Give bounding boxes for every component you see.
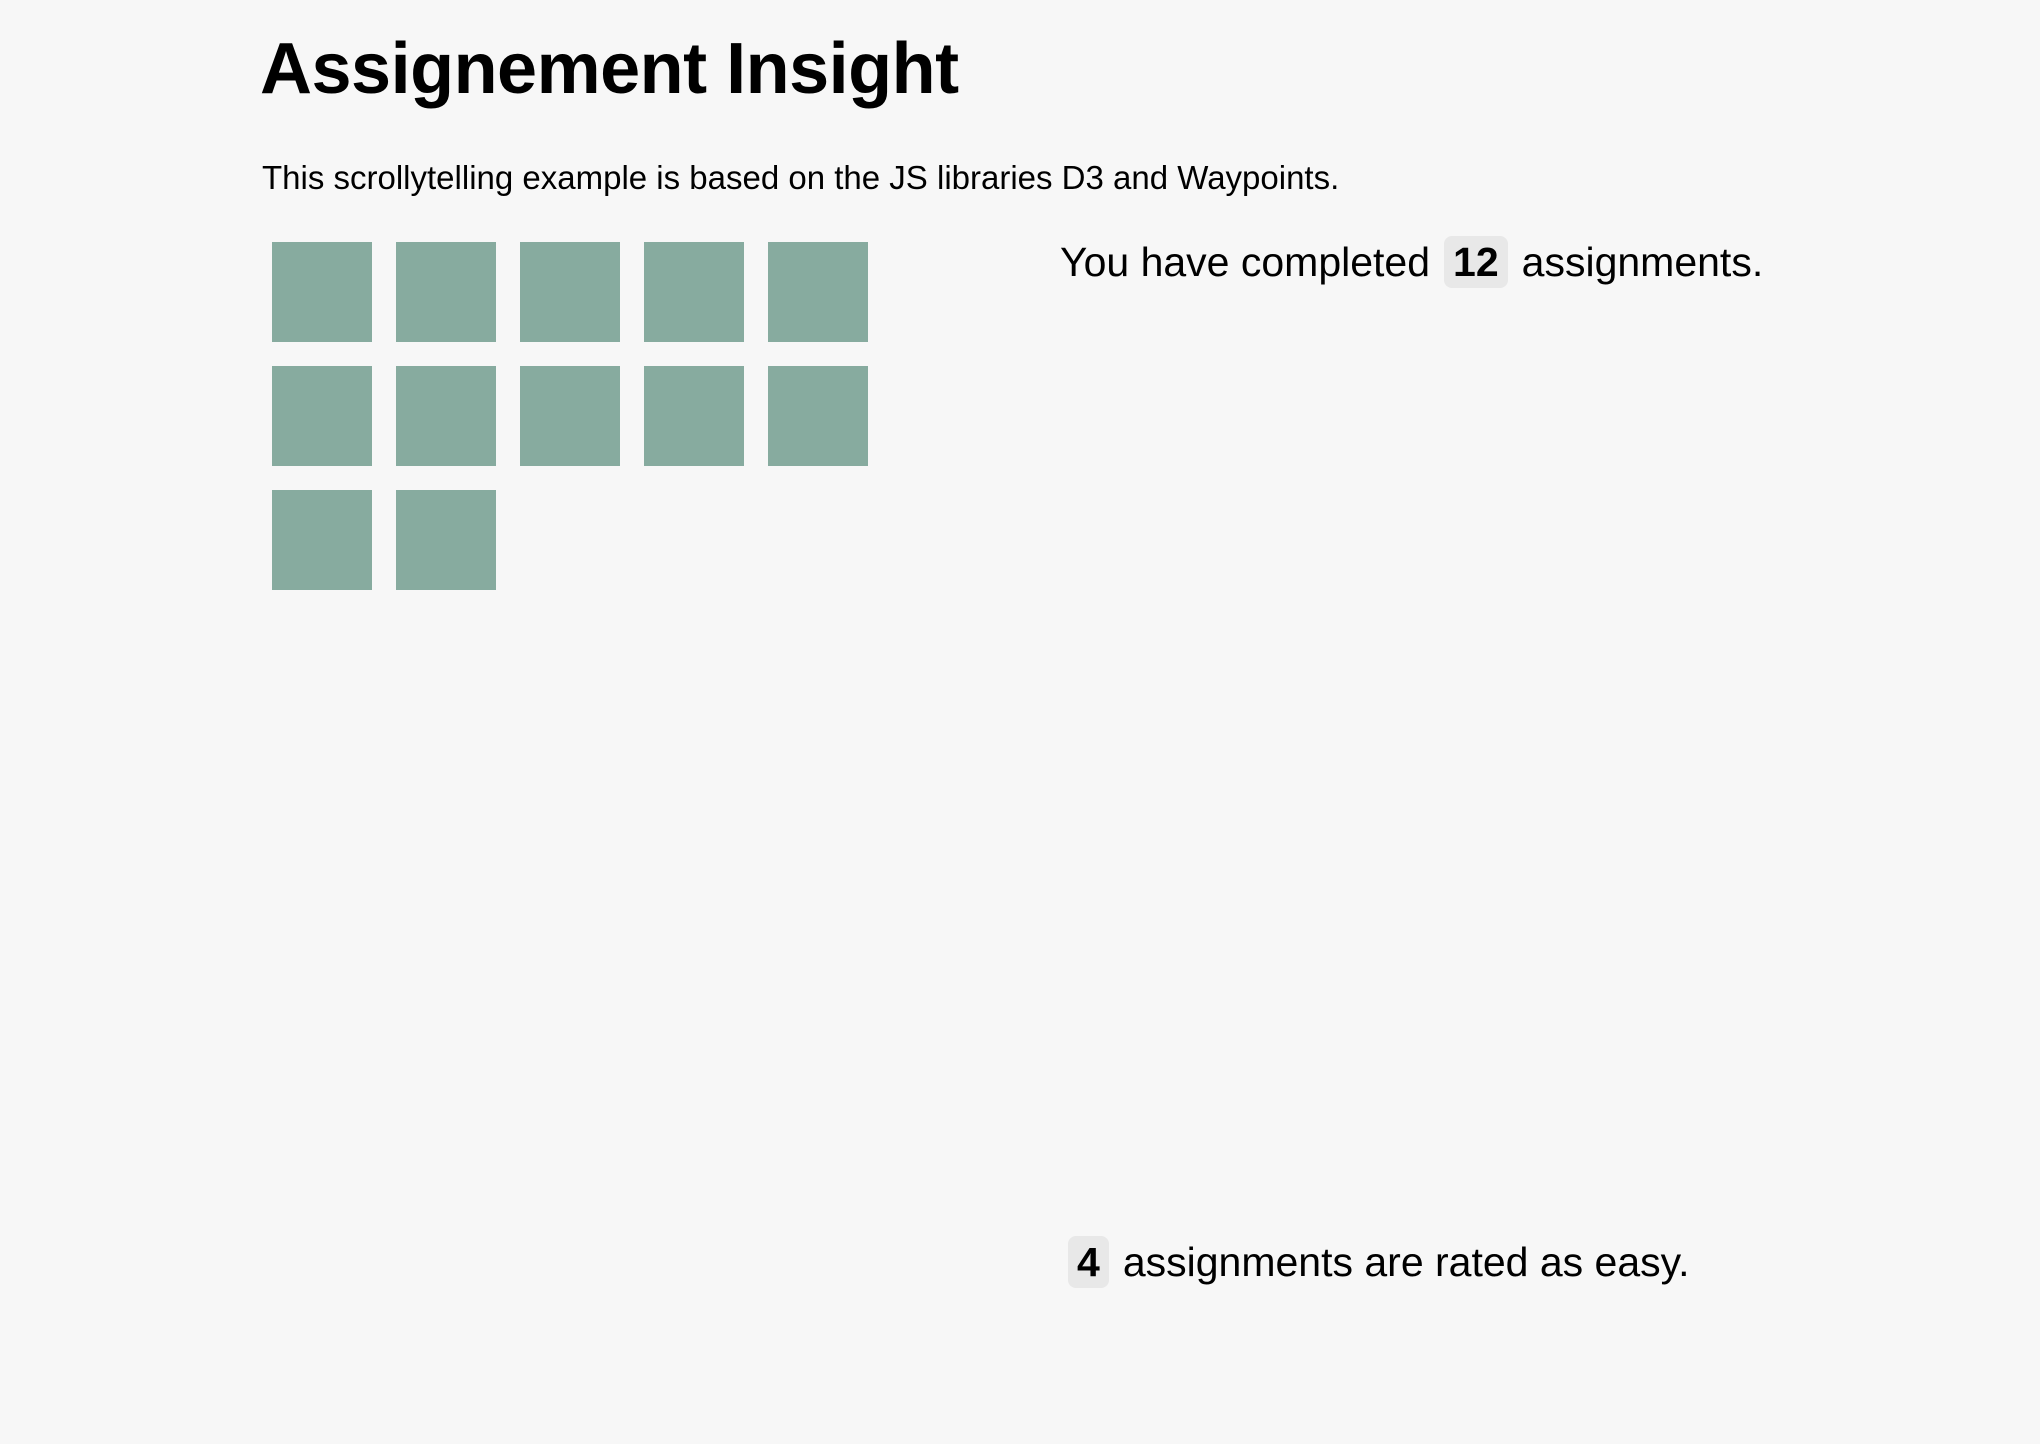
assignment-square: [272, 366, 372, 466]
completed-prefix: You have completed: [1060, 239, 1431, 285]
assignment-square: [272, 490, 372, 590]
assignment-square: [272, 242, 372, 342]
easy-suffix: assignments are rated as easy.: [1122, 1239, 1690, 1285]
assignment-square: [768, 366, 868, 466]
easy-count-badge: 4: [1068, 1236, 1109, 1288]
assignment-square: [396, 366, 496, 466]
assignment-square: [520, 242, 620, 342]
assignment-square: [644, 242, 744, 342]
assignment-square: [396, 242, 496, 342]
assignment-square: [768, 242, 868, 342]
easy-statement: 4 assignments are rated as easy.: [1068, 1234, 1690, 1290]
page-title: Assignement Insight: [260, 29, 959, 109]
assignment-grid: [272, 242, 892, 602]
completed-suffix: assignments.: [1521, 239, 1764, 285]
assignment-square: [644, 366, 744, 466]
assignment-square: [396, 490, 496, 590]
completed-count-badge: 12: [1444, 236, 1508, 288]
assignment-square: [520, 366, 620, 466]
page-subtitle: This scrollytelling example is based on …: [262, 159, 1340, 196]
completed-statement: You have completed 12 assignments.: [1060, 234, 1763, 290]
